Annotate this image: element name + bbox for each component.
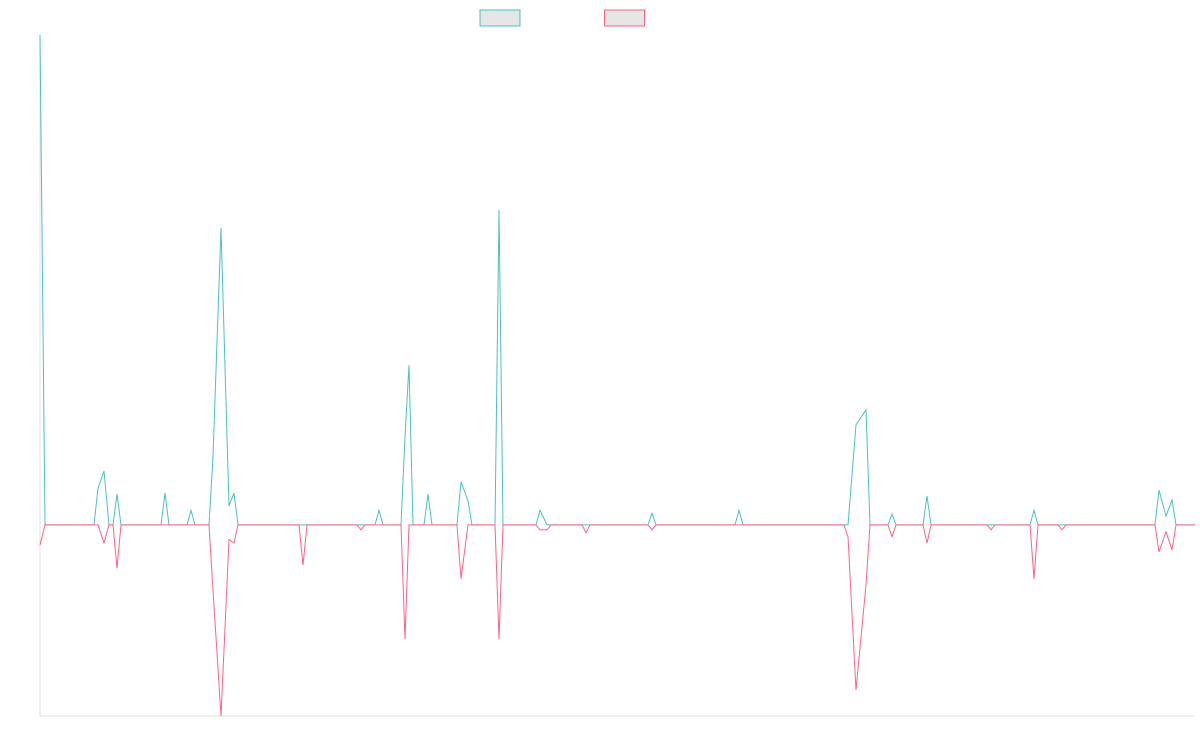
series-line (39, 524, 1195, 717)
legend-swatch (479, 9, 521, 27)
legend-swatch (604, 9, 645, 27)
series-line (39, 34, 1195, 526)
